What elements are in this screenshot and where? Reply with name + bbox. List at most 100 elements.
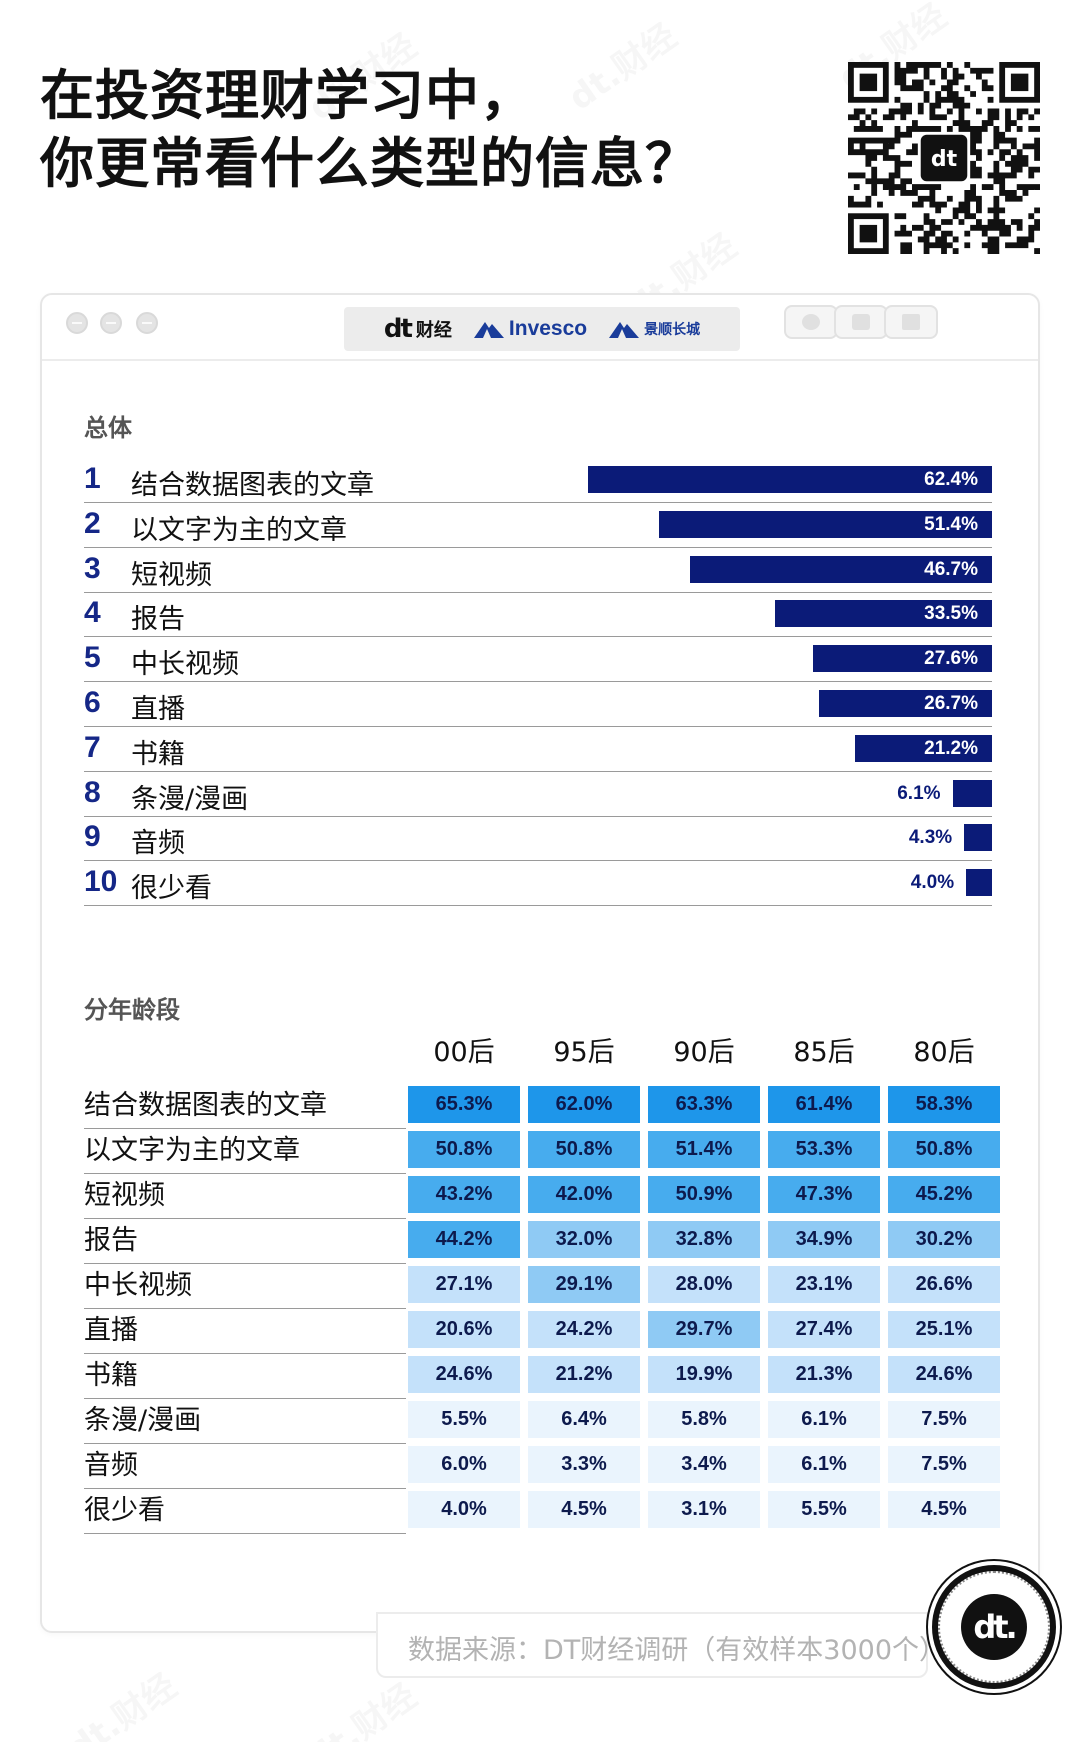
heatmap-cell: 7.5% [888, 1401, 1000, 1438]
dt-logo-text: 财经 [415, 320, 452, 341]
heatmap-cell: 3.1% [648, 1491, 760, 1528]
heatmap-cell: 29.7% [648, 1311, 760, 1348]
bar-rank: 6 [84, 686, 101, 719]
heatmap-cell: 42.0% [528, 1176, 640, 1213]
heatmap-cell: 26.6% [888, 1266, 1000, 1303]
heatmap-column-header: 00后 [433, 1037, 495, 1068]
heatmap-cell: 21.3% [768, 1356, 880, 1393]
bar [659, 510, 992, 538]
qr-center-logo [920, 134, 968, 182]
bar-category-label: 结合数据图表的文章 [131, 470, 374, 501]
bar-category-label: 中长视频 [131, 649, 239, 681]
bar [964, 824, 992, 852]
window-button[interactable] [884, 305, 938, 339]
heatmap-cell: 23.1% [768, 1266, 880, 1303]
dt-badge[interactable]: dt. [928, 1561, 1060, 1693]
heatmap-cell: 34.9% [768, 1221, 880, 1258]
close-icon[interactable] [66, 312, 88, 334]
bar-rank: 8 [84, 775, 101, 809]
bar-rank: 7 [84, 730, 101, 764]
heatmap-cell: 65.3% [408, 1086, 520, 1123]
heatmap-cell: 3.3% [528, 1446, 640, 1483]
heatmap-cell: 4.5% [888, 1491, 1000, 1528]
heatmap-row: 音频 6.0% 3.3% 3.4% 6.1% 7.5% [84, 1444, 1000, 1489]
heatmap-row-label: 短视频 [84, 1174, 406, 1219]
bar-row: 2 以文字为主的文章 51.4% [84, 503, 992, 548]
heatmap-cell: 3.4% [648, 1446, 760, 1483]
bar-category-label: 音频 [131, 828, 185, 860]
bar-rank: 4 [84, 596, 101, 630]
heatmap-cell: 6.1% [768, 1401, 880, 1438]
data-source-box: 数据来源：DT财经调研（有效样本3000个） [376, 1612, 946, 1678]
bar-row: 4 报告 33.5% [84, 592, 992, 638]
heatmap-row: 短视频 43.2% 42.0% 50.9% 47.3% 45.2% [84, 1174, 1000, 1219]
heatmap-column-header: 85后 [793, 1037, 855, 1068]
heatmap-cell: 19.9% [648, 1356, 760, 1393]
bar [854, 734, 992, 762]
bar-value-label: 27.6% [924, 648, 978, 670]
heatmap-cell: 6.4% [528, 1401, 640, 1438]
qr-code-graphic: dt [848, 62, 1040, 254]
sponsor-logo-bar: dt 财经 Invesco 景顺长城 [344, 307, 740, 351]
bar [813, 645, 992, 673]
bar-category-label: 以文字为主的文章 [131, 514, 347, 546]
heatmap-row: 以文字为主的文章 50.8% 50.8% 51.4% 53.3% 50.8% [84, 1129, 1000, 1174]
heatmap-cell: 5.5% [408, 1401, 520, 1438]
bar-category-label: 条漫/漫画 [131, 783, 249, 815]
record-icon [802, 314, 820, 330]
data-source-text: 数据来源：DT财经调研（有效样本3000个） [408, 1635, 946, 1666]
watermark: dt.财经 [57, 1660, 185, 1742]
bar-value-label: 33.5% [924, 603, 978, 625]
bar-row: 7 书籍 21.2% [84, 727, 992, 772]
heatmap-row: 报告 44.2% 32.0% 32.8% 34.9% 30.2% [84, 1219, 1000, 1264]
heatmap-cell: 61.4% [768, 1086, 880, 1123]
card-header: dt 财经 Invesco 景顺长城 [42, 295, 1038, 361]
bar [966, 869, 992, 897]
heatmap-cell: 50.8% [408, 1131, 520, 1168]
bar [819, 690, 992, 717]
heatmap-row: 直播 20.6% 24.2% 29.7% 27.4% 25.1% [84, 1309, 1000, 1354]
qr-code[interactable]: dt [848, 62, 1040, 254]
heatmap-cell: 47.3% [768, 1176, 880, 1213]
heatmap-column-header: 80后 [913, 1037, 975, 1068]
bar-row: 6 直播 26.7% [84, 682, 992, 727]
heatmap-cell: 53.3% [768, 1131, 880, 1168]
heatmap-row-label: 直播 [84, 1309, 406, 1354]
page-title-line-2: 你更常看什么类型的信息？ [40, 132, 700, 195]
bar-value-label: 26.7% [924, 693, 978, 714]
section-label-age: 分年龄段 [84, 996, 180, 1024]
bar-value-label: 4.0% [910, 872, 955, 894]
watermark: dt.财经 [297, 1670, 425, 1742]
heatmap-row: 很少看 4.0% 4.5% 3.1% 5.5% 4.5% [84, 1489, 1000, 1534]
record-button[interactable] [784, 305, 838, 339]
bar-row: 1 结合数据图表的文章 62.4% [84, 458, 992, 503]
heatmap-row-label: 以文字为主的文章 [84, 1129, 406, 1174]
heatmap-row: 书籍 24.6% 21.2% 19.9% 21.3% 24.6% [84, 1354, 1000, 1399]
heatmap-cell: 5.8% [648, 1401, 760, 1438]
mountain-icon [609, 322, 640, 338]
section-label-overall: 总体 [84, 414, 132, 442]
heatmap-cell: 63.3% [648, 1086, 760, 1123]
mountain-icon [473, 322, 504, 338]
heatmap-column-header: 95后 [553, 1037, 615, 1068]
heatmap-cell: 6.1% [768, 1446, 880, 1483]
heatmap-cell: 44.2% [408, 1221, 520, 1258]
heatmap-row-label: 书籍 [84, 1354, 406, 1399]
qr-finder-pattern [848, 213, 889, 254]
heatmap-cell: 50.8% [888, 1131, 1000, 1168]
maximize-icon[interactable] [136, 312, 158, 334]
heatmap-cell: 45.2% [888, 1176, 1000, 1213]
bar-value-label: 4.3% [908, 827, 953, 849]
invesco-logo: Invesco [473, 317, 587, 341]
share-button[interactable] [834, 305, 888, 339]
minimize-icon[interactable] [100, 312, 122, 334]
heatmap-cell: 32.0% [528, 1221, 640, 1258]
bar [689, 555, 992, 583]
bar-row: 10 很少看 4.0% [84, 861, 992, 907]
heatmap-row-label: 音频 [84, 1444, 406, 1489]
heatmap-cell: 51.4% [648, 1131, 760, 1168]
page-title: 在投资理财学习中， 你更常看什么类型的信息？ [40, 62, 700, 198]
heatmap-row-label: 很少看 [84, 1489, 406, 1534]
heatmap-cell: 29.1% [528, 1266, 640, 1303]
heatmap-cell: 25.1% [888, 1311, 1000, 1348]
